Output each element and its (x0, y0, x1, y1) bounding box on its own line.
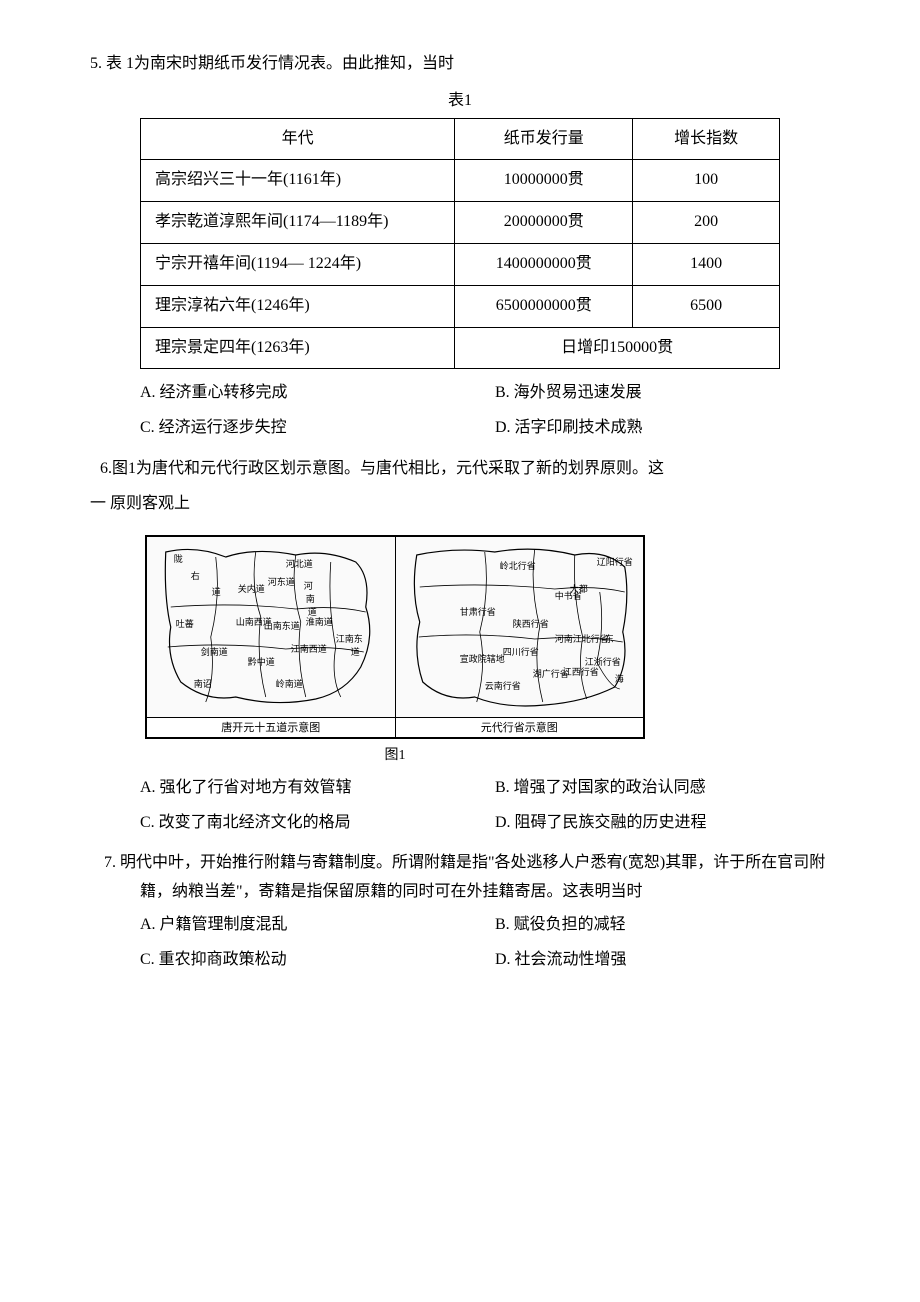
map-region-label: 河北道 (286, 558, 313, 569)
map-region-label: 江南西道 (291, 643, 327, 654)
option-c: C. 经济运行逐步失控 (140, 414, 475, 443)
maps-container: 陇右道关内道河北道河东道河南道山南东道山南西道淮南道吐蕃剑南道黔中道江南西道江南… (145, 535, 645, 739)
cell-year: 高宗绍兴三十一年(1161年) (141, 160, 455, 202)
option-c: C. 重农抑商政策松动 (140, 946, 475, 975)
cell-year: 宁宗开禧年间(1194— 1224年) (141, 243, 455, 285)
option-d: D. 社会流动性增强 (495, 946, 830, 975)
cell-index: 200 (633, 202, 780, 244)
map-region-label: 江南东 (336, 633, 363, 644)
map-tang-caption: 唐开元十五道示意图 (147, 717, 395, 737)
q5-table: 年代 纸币发行量 增长指数 高宗绍兴三十一年(1161年) 10000000贯 … (140, 118, 780, 370)
map-region-label: 吐蕃 (176, 618, 194, 629)
table-row-merged: 理宗景定四年(1263年) 日增印150000贯 (141, 327, 780, 369)
map-yuan-labels: 岭北行省辽阳行省甘肃行省中书省大都陕西行省河南江北行省东宣政院辖地四川行省江浙行… (459, 556, 632, 691)
option-b: B. 赋役负担的减轻 (495, 911, 830, 940)
cell-year: 理宗淳祐六年(1246年) (141, 285, 455, 327)
option-d: D. 活字印刷技术成熟 (495, 414, 830, 443)
map-region-label: 淮南道 (306, 616, 333, 627)
map-region-label: 河南江北行省 (554, 633, 608, 644)
q6-stem-line1: 6.图1为唐代和元代行政区划示意图。与唐代相比，元代采取了新的划界原则。这 (90, 455, 830, 484)
cell-amount: 10000000贯 (455, 160, 633, 202)
cell-year: 孝宗乾道淳熙年间(1174—1189年) (141, 202, 455, 244)
cell-year: 理宗景定四年(1263年) (141, 327, 455, 369)
option-b: B. 海外贸易迅速发展 (495, 379, 830, 408)
q6-stem-line2: 一 原则客观上 (90, 490, 830, 519)
map-region-label: 右 (191, 570, 200, 581)
map-region-label: 四川行省 (502, 646, 538, 657)
q7-options: A. 户籍管理制度混乱 B. 赋役负担的减轻 C. 重农抑商政策松动 D. 社会… (90, 911, 830, 975)
table-row: 孝宗乾道淳熙年间(1174—1189年) 20000000贯 200 (141, 202, 780, 244)
option-d: D. 阻碍了民族交融的历史进程 (495, 809, 830, 838)
map-region-label: 东 (604, 633, 613, 644)
table-row: 高宗绍兴三十一年(1161年) 10000000贯 100 (141, 160, 780, 202)
q6-options: A. 强化了行省对地方有效管辖 B. 增强了对国家的政治认同感 C. 改变了南北… (90, 774, 830, 838)
map-region-label: 河 (304, 580, 313, 591)
map-region-label: 陇 (174, 553, 183, 564)
table-header-row: 年代 纸币发行量 增长指数 (141, 118, 780, 160)
col-header-year: 年代 (141, 118, 455, 160)
map-region-label: 岭北行省 (499, 560, 535, 571)
map-region-label: 河东道 (268, 576, 295, 587)
cell-index: 100 (633, 160, 780, 202)
cell-amount: 1400000000贯 (455, 243, 633, 285)
map-region-label: 剑南道 (201, 646, 228, 657)
q5-stem: 5. 表 1为南宋时期纸币发行情况表。由此推知，当时 (90, 50, 830, 79)
q7-stem: 7. 明代中叶，开始推行附籍与寄籍制度。所谓附籍是指"各处逃移人户悉宥(宽恕)其… (90, 849, 830, 907)
map-region-label: 辽阳行省 (596, 556, 632, 567)
map-region-label: 陕西行省 (512, 618, 548, 629)
cell-index: 6500 (633, 285, 780, 327)
map-region-label: 道 (308, 606, 317, 617)
map-region-label: 甘肃行省 (459, 606, 495, 617)
question-7: 7. 明代中叶，开始推行附籍与寄籍制度。所谓附籍是指"各处逃移人户悉宥(宽恕)其… (90, 849, 830, 974)
cell-index: 1400 (633, 243, 780, 285)
map-region-label: 岭南道 (276, 678, 303, 689)
cell-amount: 6500000000贯 (455, 285, 633, 327)
map-region-label: 海 (614, 673, 623, 684)
map-region-label: 大都 (569, 583, 587, 594)
map-region-label: 道 (212, 586, 221, 597)
map-region-label: 南诏 (194, 678, 212, 689)
map-region-label: 道 (351, 646, 360, 657)
q5-table-caption: 表1 (90, 87, 830, 116)
map-yuan-caption: 元代行省示意图 (396, 717, 644, 737)
q6-figure: 陇右道关内道河北道河东道河南道山南东道山南西道淮南道吐蕃剑南道黔中道江南西道江南… (145, 535, 645, 768)
map-region-label: 山南西道 (236, 616, 272, 627)
figure-caption: 图1 (145, 743, 645, 768)
col-header-amount: 纸币发行量 (455, 118, 633, 160)
table-row: 宁宗开禧年间(1194— 1224年) 1400000000贯 1400 (141, 243, 780, 285)
option-a: A. 强化了行省对地方有效管辖 (140, 774, 475, 803)
option-c: C. 改变了南北经济文化的格局 (140, 809, 475, 838)
map-region-label: 湖广行省 (532, 668, 568, 679)
map-region-label: 宣政院辖地 (459, 653, 504, 664)
question-6: 6.图1为唐代和元代行政区划示意图。与唐代相比，元代采取了新的划界原则。这 一 … (90, 455, 830, 837)
map-region-label: 黔中道 (248, 656, 275, 667)
col-header-index: 增长指数 (633, 118, 780, 160)
map-yuan-svg: 岭北行省辽阳行省甘肃行省中书省大都陕西行省河南江北行省东宣政院辖地四川行省江浙行… (396, 537, 644, 717)
map-region-label: 江浙行省 (584, 656, 620, 667)
option-a: A. 户籍管理制度混乱 (140, 911, 475, 940)
table-row: 理宗淳祐六年(1246年) 6500000000贯 6500 (141, 285, 780, 327)
cell-amount: 20000000贯 (455, 202, 633, 244)
map-region-label: 云南行省 (484, 680, 520, 691)
option-a: A. 经济重心转移完成 (140, 379, 475, 408)
map-yuan: 岭北行省辽阳行省甘肃行省中书省大都陕西行省河南江北行省东宣政院辖地四川行省江浙行… (396, 537, 644, 737)
option-b: B. 增强了对国家的政治认同感 (495, 774, 830, 803)
map-tang: 陇右道关内道河北道河东道河南道山南东道山南西道淮南道吐蕃剑南道黔中道江南西道江南… (147, 537, 396, 737)
q5-options: A. 经济重心转移完成 B. 海外贸易迅速发展 C. 经济运行逐步失控 D. 活… (90, 379, 830, 443)
map-region-label: 关内道 (238, 583, 265, 594)
map-tang-svg: 陇右道关内道河北道河东道河南道山南东道山南西道淮南道吐蕃剑南道黔中道江南西道江南… (147, 537, 395, 717)
cell-merged: 日增印150000贯 (455, 327, 780, 369)
question-5: 5. 表 1为南宋时期纸币发行情况表。由此推知，当时 表1 年代 纸币发行量 增… (90, 50, 830, 443)
map-region-label: 南 (306, 593, 315, 604)
